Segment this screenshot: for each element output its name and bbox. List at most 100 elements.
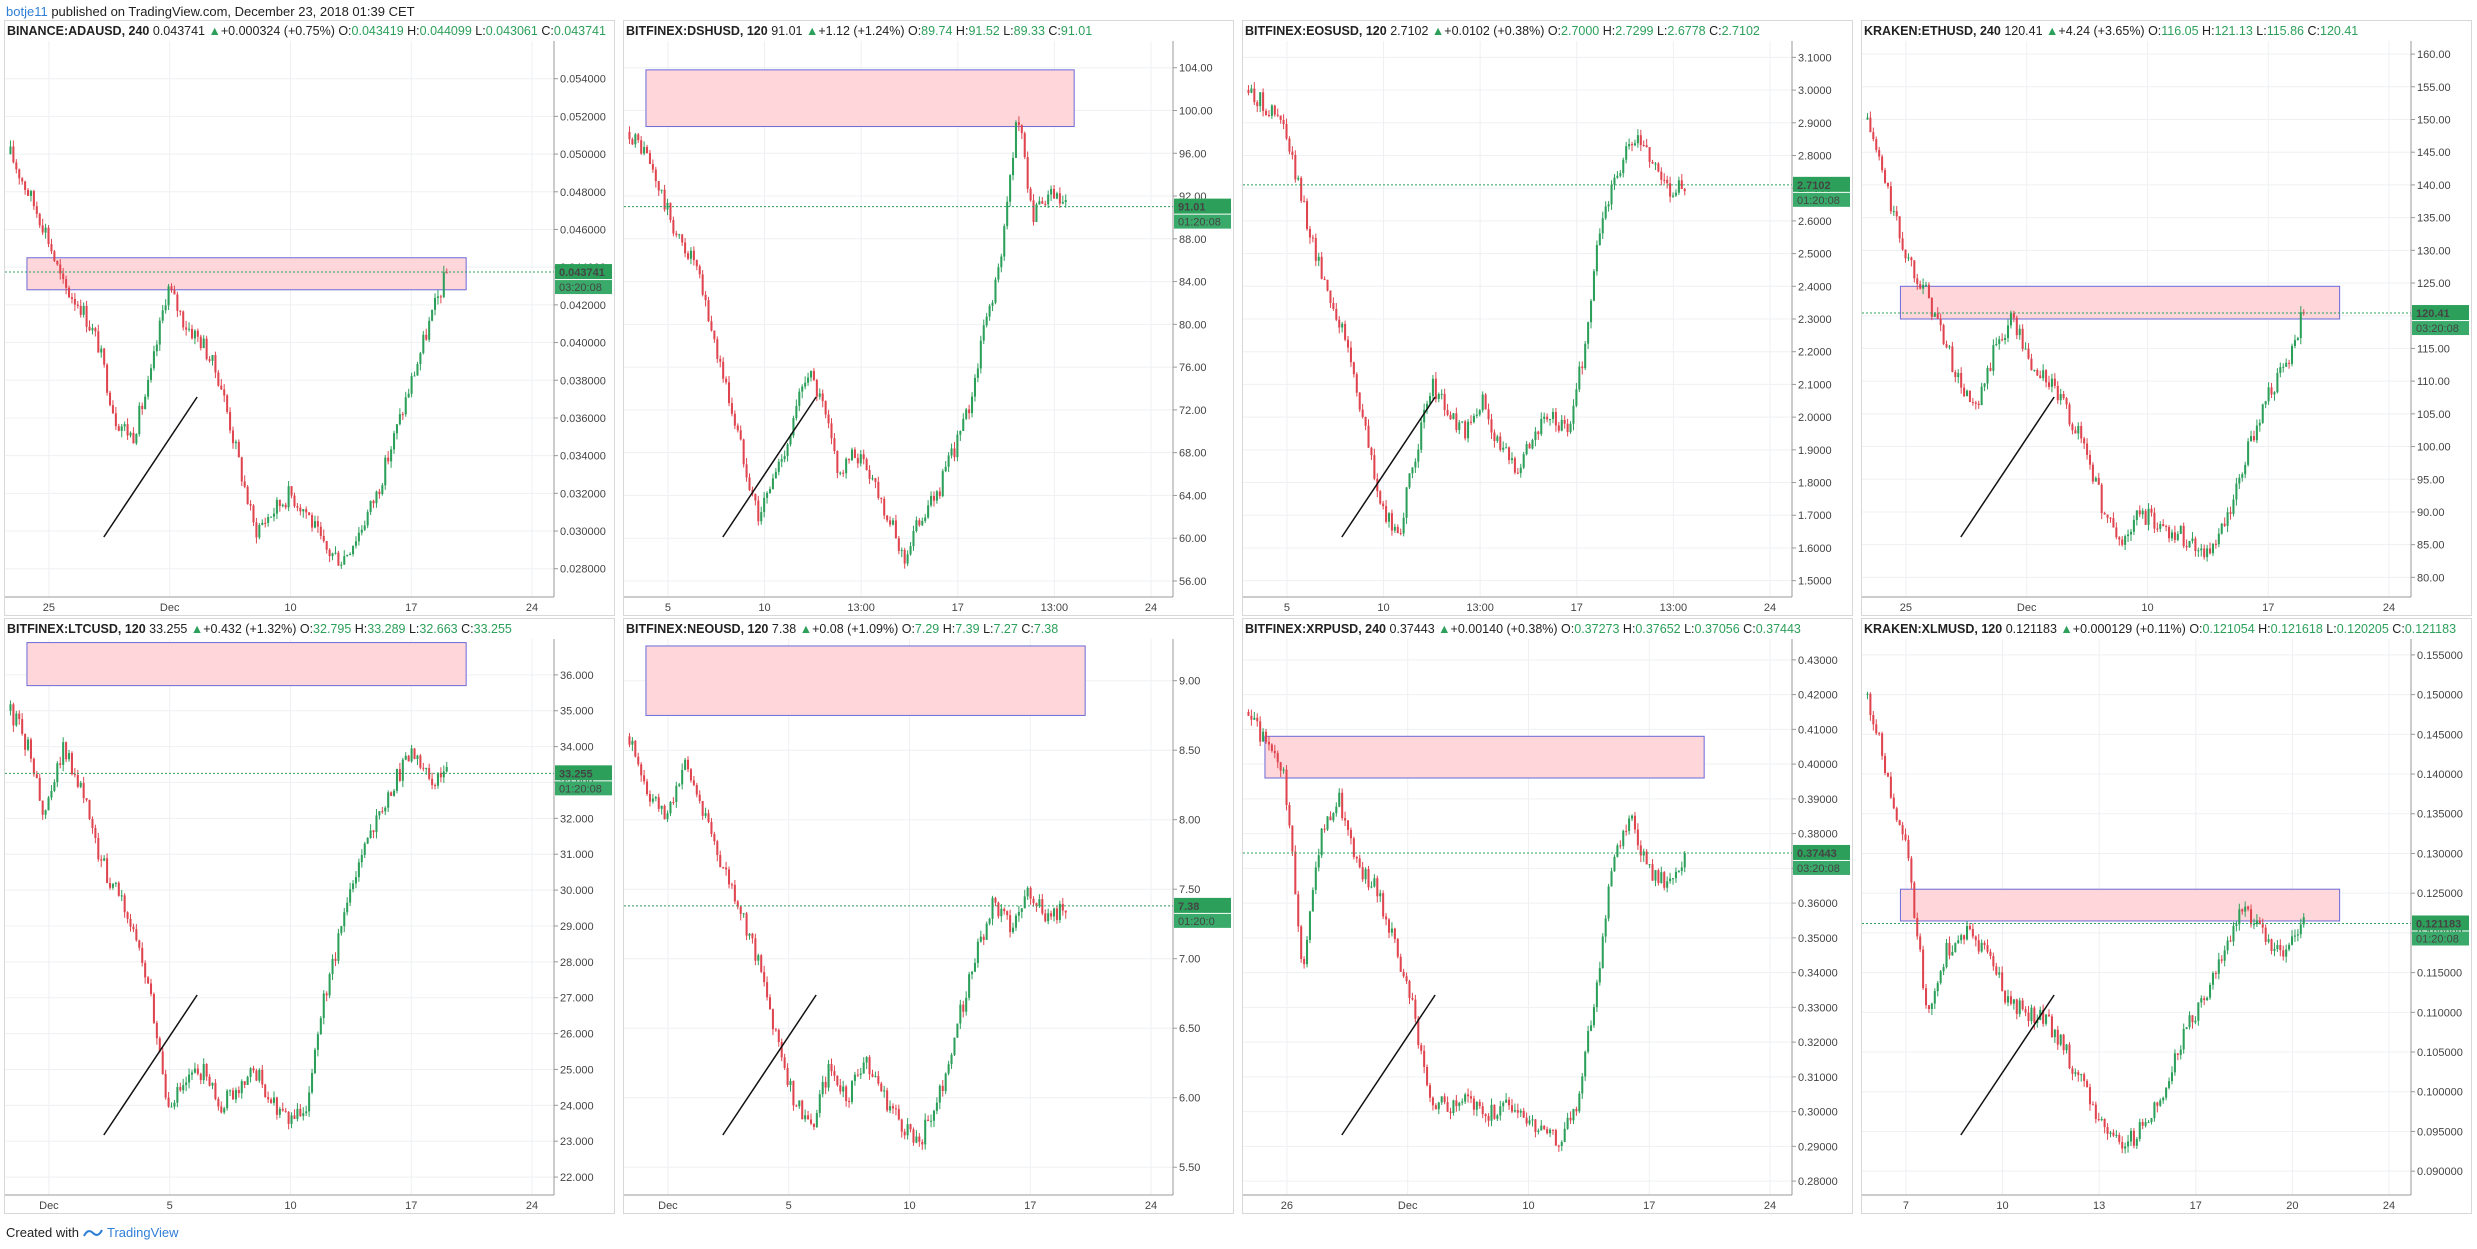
candle-body <box>1335 806 1338 814</box>
candle-body <box>833 438 836 452</box>
candlestick-chart[interactable]: 36.00035.00034.00033.00032.00031.00030.0… <box>5 619 614 1213</box>
candle-body <box>1922 284 1925 289</box>
candle-body <box>445 272 448 274</box>
ohlc-c: 7.38 <box>1033 622 1059 636</box>
y-tick-label: 104.00 <box>1179 63 1213 75</box>
candle-body <box>900 1119 903 1132</box>
candle-body <box>663 189 666 210</box>
candle-body <box>1338 319 1341 328</box>
chart-panel[interactable]: BITFINEX:LTCUSD, 120 33.255 ▲+0.432 (+1.… <box>4 618 615 1214</box>
candle-body <box>865 459 868 471</box>
candle-body <box>2135 510 2138 520</box>
candle-body <box>311 515 314 528</box>
candle-body <box>1651 161 1654 164</box>
candle-body <box>894 1108 897 1110</box>
candle-body <box>2030 1007 2033 1022</box>
trend-line-drawing <box>722 396 817 538</box>
candle-body <box>164 305 167 311</box>
candle-body <box>1396 526 1399 534</box>
candle-body <box>59 763 62 765</box>
chart-panel[interactable]: BITFINEX:XRPUSD, 240 0.37443 ▲+0.00140 (… <box>1242 618 1853 1214</box>
chart-panel[interactable]: KRAKEN:ETHUSD, 240 120.41 ▲+4.24 (+3.65%… <box>1861 20 2472 616</box>
chart-panel[interactable]: BINANCE:ADAUSD, 240 0.043741 ▲+0.000324 … <box>4 20 615 616</box>
candle-body <box>1657 163 1660 172</box>
candle-body <box>1469 421 1473 423</box>
candle-body <box>710 321 713 331</box>
candle-body <box>404 397 407 415</box>
countdown-label: 03:20:08 <box>1797 863 1840 875</box>
candle-body <box>50 244 53 252</box>
candle-body <box>2009 996 2012 1004</box>
candle-body <box>2290 346 2294 364</box>
candle-body <box>431 309 434 321</box>
candle-body <box>932 495 936 501</box>
author-link[interactable]: botje11 <box>6 4 48 19</box>
candle-body <box>2182 1029 2185 1050</box>
candle-body <box>2147 1122 2150 1124</box>
candle-body <box>1510 1105 1514 1112</box>
candle-body <box>1300 177 1303 201</box>
chart-panel[interactable]: KRAKEN:XLMUSD, 120 0.121183 ▲+0.000129 (… <box>1861 618 2472 1214</box>
candle-body <box>1998 972 2001 975</box>
y-tick-label: 2.6000 <box>1798 216 1832 228</box>
candle-body <box>1443 393 1446 411</box>
candle-body <box>912 1129 915 1143</box>
candle-body <box>1974 936 1977 941</box>
candle-body <box>2001 339 2004 341</box>
candle-body <box>149 983 153 995</box>
y-tick-label: 155.00 <box>2417 82 2451 94</box>
x-tick-label: 17 <box>1643 1200 1655 1212</box>
y-tick-label: 25.000 <box>560 1064 594 1076</box>
candlestick-chart[interactable]: 9.00 8.50 8.00 7.50 7.00 6.50 6.00 5.50 Dec 5 10 17… <box>624 619 1233 1213</box>
candle-body <box>824 401 827 415</box>
candle-body <box>1288 138 1291 152</box>
ohlc-l: 0.120205 <box>2336 622 2389 636</box>
candle-body <box>1311 889 1314 912</box>
candlestick-chart[interactable]: 3.1000 3.0000 2.9000 2.8000 2.7000 2.6000 2.50… <box>1243 21 1852 615</box>
candle-body <box>53 782 56 791</box>
ohlc-c: 0.37443 <box>1755 622 1801 636</box>
price-tag-label: 120.41 <box>2416 308 2450 320</box>
candle-body <box>1528 444 1531 449</box>
candle-body <box>12 704 15 726</box>
candle-body <box>1023 133 1026 158</box>
candlestick-chart[interactable]: 160.00 155.00 150.00 145.00 140.00 135.00 130.… <box>1862 21 2471 615</box>
chart-panel[interactable]: BITFINEX:NEOUSD, 120 7.38 ▲+0.08 (+1.09%… <box>623 618 1234 1214</box>
candle-body <box>2285 362 2288 367</box>
candle-body <box>138 405 141 435</box>
x-tick-label: 10 <box>758 602 770 614</box>
y-tick-label: 150.00 <box>2417 114 2451 126</box>
candle-body <box>1919 936 1922 950</box>
candle-body <box>1000 256 1003 268</box>
chart-panel[interactable]: BITFINEX:EOSUSD, 120 2.7102 ▲+0.0102 (+0… <box>1242 20 1853 616</box>
chart-panel[interactable]: BITFINEX:DSHUSD, 120 91.01 ▲+1.12 (+1.24… <box>623 20 1234 616</box>
candlestick-chart[interactable]: 0.43000 0.42000 0.41000 0.40000 0.39000 0.380… <box>1243 619 1852 1213</box>
candle-body <box>988 918 991 924</box>
candle-body <box>2018 1000 2021 1014</box>
ohlc-h: 0.044099 <box>419 24 472 38</box>
candle-body <box>631 139 634 145</box>
candle-body <box>909 546 912 555</box>
candle-body <box>384 807 387 812</box>
candle-body <box>1050 913 1053 917</box>
y-tick-label: 0.090000 <box>2417 1166 2463 1178</box>
candle-body <box>2001 972 2004 991</box>
candlestick-chart[interactable]: 0.155000 0.150000 0.145000 0.140000 0.135000… <box>1862 619 2471 1213</box>
candlestick-chart[interactable]: 0.054000 0.052000 0.050000 0.048000 0.046000… <box>5 21 614 615</box>
candle-body <box>1995 966 1998 975</box>
candle-body <box>35 206 38 214</box>
candle-body <box>2138 1122 2141 1140</box>
countdown-tag <box>1174 913 1231 928</box>
tradingview-link[interactable]: TradingView <box>106 1225 179 1240</box>
candle-body <box>407 755 410 762</box>
candle-body <box>651 798 654 802</box>
candle-body <box>252 1068 255 1071</box>
candle-body <box>1352 362 1355 375</box>
candle-body <box>1901 825 1904 835</box>
candlestick-chart[interactable]: 104.00100.0096.0092.0088.0084.0080.0076.… <box>624 21 1233 615</box>
candle-body <box>199 336 202 349</box>
candle-body <box>836 1075 839 1086</box>
candle-body <box>1560 419 1563 431</box>
price-tag <box>1174 897 1231 913</box>
candle-body <box>1581 366 1584 369</box>
